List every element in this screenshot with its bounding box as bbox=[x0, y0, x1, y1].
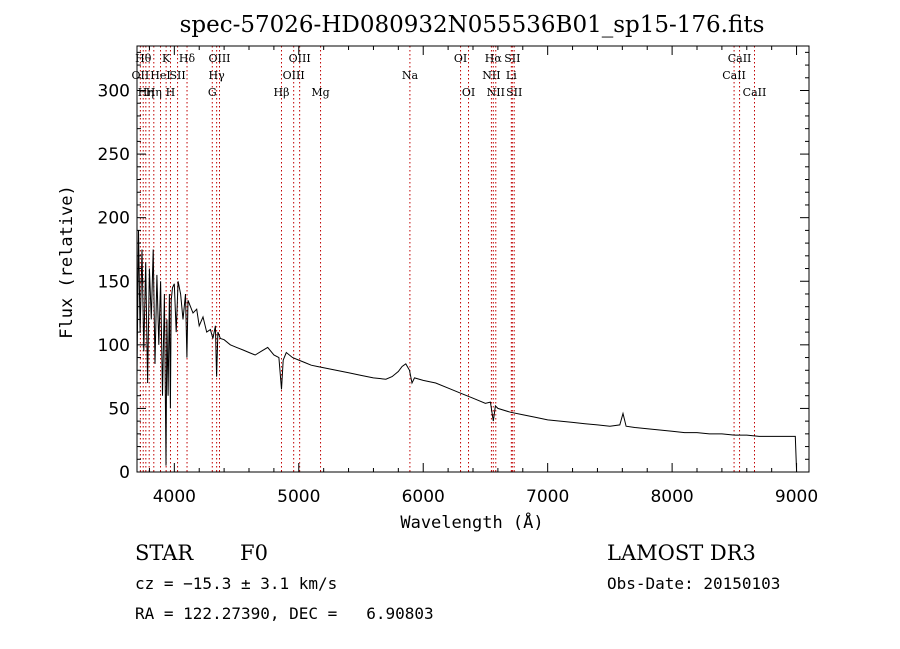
line-marker-label: Hη bbox=[138, 86, 154, 99]
y-axis-ticks: 0 50 100 150 200 250 300 bbox=[98, 51, 809, 483]
line-marker-label: OI bbox=[454, 52, 467, 65]
x-tick-label: 8000 bbox=[650, 487, 693, 507]
line-marker-label: SII bbox=[169, 69, 185, 82]
x-tick-label: 7000 bbox=[526, 487, 569, 507]
line-marker-label: K bbox=[162, 52, 171, 65]
line-marker-label: SII bbox=[506, 86, 522, 99]
spectrum-series-line bbox=[136, 230, 798, 473]
line-marker-label: G bbox=[208, 86, 217, 99]
line-marker-label: OII bbox=[132, 69, 150, 82]
y-axis-label: Flux (relative) bbox=[57, 185, 77, 339]
line-marker-label: NII bbox=[487, 86, 505, 99]
line-marker-label: Hα bbox=[485, 52, 503, 65]
line-marker-label: Na bbox=[402, 69, 419, 82]
line-marker-label: CaII bbox=[728, 52, 752, 65]
plot-frame bbox=[136, 45, 810, 473]
y-tick-label: 200 bbox=[98, 209, 130, 229]
line-marker-label: Hη bbox=[146, 86, 162, 99]
line-marker-label: Hβ bbox=[274, 86, 290, 99]
line-marker-label: OI bbox=[462, 86, 475, 99]
line-marker-label: Hθ bbox=[135, 52, 152, 65]
y-tick-label: 0 bbox=[119, 463, 130, 483]
x-tick-label: 6000 bbox=[402, 487, 445, 507]
redshift-cz: cz = −15.3 ± 3.1 km/s bbox=[135, 574, 337, 593]
y-tick-label: 100 bbox=[98, 336, 130, 356]
x-tick-label: 5000 bbox=[277, 487, 320, 507]
observation-date: Obs-Date: 20150103 bbox=[607, 574, 780, 593]
y-tick-label: 300 bbox=[98, 82, 130, 102]
line-marker-label: CaII bbox=[743, 86, 767, 99]
line-markers bbox=[139, 46, 755, 472]
x-axis-ticks: 4000 5000 6000 7000 8000 9000 bbox=[148, 46, 818, 507]
spectral-subclass: F0 bbox=[240, 541, 268, 565]
line-marker-label: NII bbox=[482, 69, 500, 82]
line-marker-label: H bbox=[166, 86, 176, 99]
line-marker-label: Hδ bbox=[179, 52, 196, 65]
line-marker-label: OIII bbox=[283, 69, 305, 82]
survey-name: LAMOST DR3 bbox=[607, 541, 756, 565]
y-tick-label: 250 bbox=[98, 145, 130, 165]
x-axis-label: Wavelength (Å) bbox=[400, 511, 543, 533]
y-tick-label: 50 bbox=[108, 399, 130, 419]
line-marker-label: OIII bbox=[289, 52, 311, 65]
line-marker-label: Mg bbox=[311, 86, 329, 99]
x-tick-label: 4000 bbox=[153, 487, 196, 507]
line-marker-label: OIII bbox=[208, 52, 230, 65]
x-tick-label: 9000 bbox=[775, 487, 818, 507]
chart-title: spec-57026-HD080932N055536B01_sp15-176.f… bbox=[180, 12, 765, 38]
object-class: STAR bbox=[135, 541, 194, 565]
line-marker-label: HeI bbox=[150, 69, 170, 82]
line-marker-label: Li bbox=[506, 69, 517, 82]
line-marker-label: Hγ bbox=[209, 69, 226, 82]
line-marker-label: CaII bbox=[722, 69, 746, 82]
line-marker-label: SII bbox=[504, 52, 520, 65]
ra-dec-coordinates: RA = 122.27390, DEC = 6.90803 bbox=[135, 604, 434, 623]
y-tick-label: 150 bbox=[98, 272, 130, 292]
